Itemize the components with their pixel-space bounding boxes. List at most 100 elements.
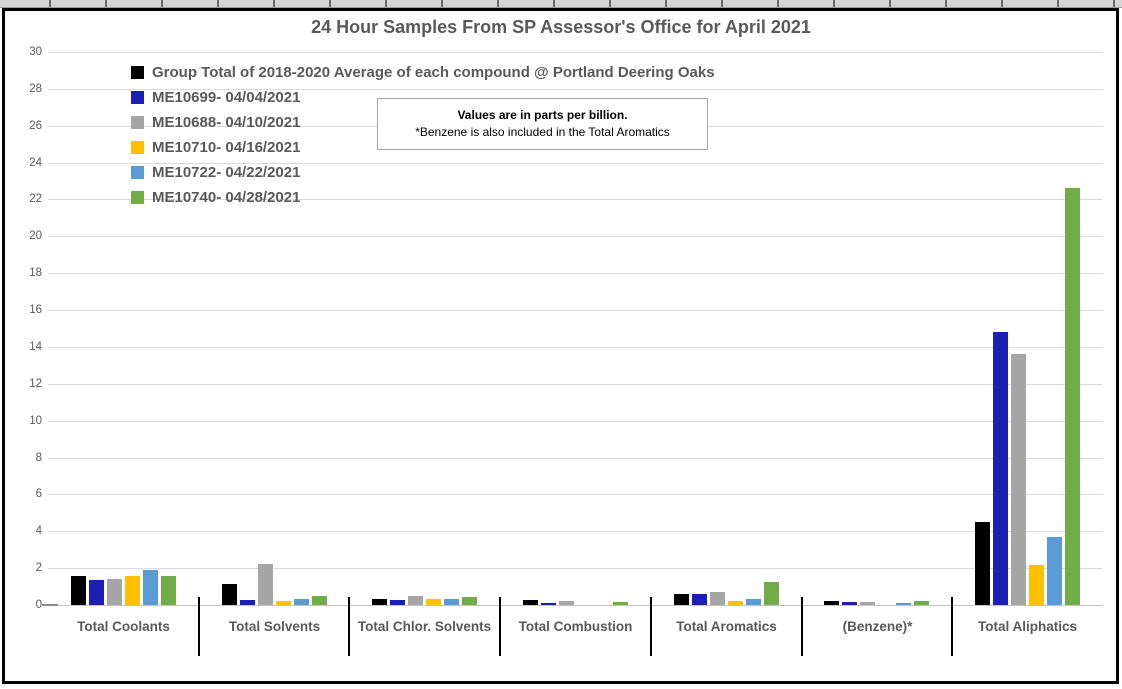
bar[interactable] [674, 594, 689, 605]
bar[interactable] [1011, 354, 1026, 605]
bar[interactable] [125, 576, 140, 605]
bar[interactable] [161, 576, 176, 605]
bar[interactable] [613, 602, 628, 605]
gridline [48, 568, 1103, 569]
bar[interactable] [746, 599, 761, 605]
bar[interactable] [462, 597, 477, 605]
bar[interactable] [444, 599, 459, 605]
gridline [48, 421, 1103, 422]
category-label: Total Combustion [518, 619, 633, 634]
legend-swatch [131, 116, 144, 129]
bar[interactable] [523, 600, 538, 605]
bar[interactable] [426, 599, 441, 605]
legend-item[interactable]: ME10740- 04/28/2021 [131, 185, 715, 210]
legend-swatch [131, 66, 144, 79]
y-axis-label: 12 [29, 378, 42, 390]
category-label: Total Aliphatics [977, 619, 1077, 634]
legend-swatch [131, 91, 144, 104]
gridline [48, 52, 1103, 53]
bar[interactable] [222, 584, 237, 605]
bar[interactable] [71, 576, 86, 605]
category-label: Total Solvents [228, 619, 321, 634]
bar[interactable] [824, 601, 839, 605]
gridline [48, 531, 1103, 532]
category-label: Total Chlor. Solvents [357, 619, 492, 634]
bar[interactable] [914, 601, 929, 605]
gridline [48, 458, 1103, 459]
y-axis-label: 28 [29, 83, 42, 95]
category-divider [951, 597, 953, 656]
y-axis-label: 8 [35, 452, 42, 464]
bar[interactable] [107, 579, 122, 605]
y-axis-label: 16 [29, 304, 42, 316]
y-axis-label: 4 [35, 525, 42, 537]
bar[interactable] [240, 600, 255, 605]
x-axis-left-tick [42, 604, 58, 606]
bar[interactable] [764, 582, 779, 605]
y-axis-label: 20 [29, 230, 42, 242]
category-divider [348, 597, 350, 656]
legend-item[interactable]: ME10722- 04/22/2021 [131, 160, 715, 185]
gridline [48, 273, 1103, 274]
category-label: (Benzene)* [842, 619, 913, 634]
chart-title[interactable]: 24 Hour Samples From SP Assessor's Offic… [311, 17, 811, 37]
legend-swatch [131, 141, 144, 154]
bar[interactable] [842, 602, 857, 605]
bar[interactable] [1065, 188, 1080, 605]
bar[interactable] [372, 599, 387, 605]
legend-item[interactable]: ME10699- 04/04/2021 [131, 85, 715, 110]
spreadsheet-top-strip [0, 0, 1122, 8]
category-label: Total Coolants [77, 619, 170, 634]
y-axis-label: 6 [35, 488, 42, 500]
category-divider [499, 597, 501, 656]
bar[interactable] [408, 596, 423, 605]
legend-label: ME10688- 04/10/2021 [152, 114, 301, 131]
legend-label: ME10710- 04/16/2021 [152, 139, 301, 156]
category-divider [198, 597, 200, 656]
x-axis-line [48, 605, 1103, 606]
bar[interactable] [89, 580, 104, 605]
legend-label: ME10740- 04/28/2021 [152, 189, 301, 206]
bar[interactable] [993, 332, 1008, 605]
bar[interactable] [975, 522, 990, 605]
bar[interactable] [390, 600, 405, 605]
bar[interactable] [896, 603, 911, 605]
bar[interactable] [258, 564, 273, 605]
bar[interactable] [710, 592, 725, 605]
bar[interactable] [143, 570, 158, 605]
gridline [48, 347, 1103, 348]
note-line-1: Values are in parts per billion. [457, 108, 628, 122]
y-axis-label: 2 [35, 562, 42, 574]
y-axis-label: 26 [29, 120, 42, 132]
gridline [48, 199, 1103, 200]
note-box[interactable]: Values are in parts per billion. *Benzen… [377, 98, 708, 150]
gridline [48, 89, 1103, 90]
bar[interactable] [1047, 537, 1062, 605]
bar[interactable] [276, 601, 291, 605]
legend-label: ME10699- 04/04/2021 [152, 89, 301, 106]
y-axis-label: 14 [29, 341, 42, 353]
legend-item[interactable]: ME10688- 04/10/2021 [131, 110, 715, 135]
y-axis-label: 10 [29, 415, 42, 427]
gridline [48, 310, 1103, 311]
bar[interactable] [312, 596, 327, 605]
bar[interactable] [860, 602, 875, 605]
gridline [48, 236, 1103, 237]
gridline [48, 163, 1103, 164]
note-line-2: *Benzene is also included in the Total A… [415, 125, 670, 139]
bar[interactable] [692, 594, 707, 605]
bar[interactable] [559, 601, 574, 605]
legend-item[interactable]: ME10710- 04/16/2021 [131, 135, 715, 160]
bar[interactable] [1029, 565, 1044, 605]
legend-label: ME10722- 04/22/2021 [152, 164, 301, 181]
legend-swatch [131, 166, 144, 179]
bar[interactable] [728, 601, 743, 605]
bar[interactable] [294, 599, 309, 605]
bar[interactable] [541, 603, 556, 605]
legend: Group Total of 2018-2020 Average of each… [131, 60, 715, 210]
category-label: Total Aromatics [676, 619, 777, 634]
y-axis-label: 0 [35, 599, 42, 611]
legend-item[interactable]: Group Total of 2018-2020 Average of each… [131, 60, 715, 85]
gridline [48, 384, 1103, 385]
